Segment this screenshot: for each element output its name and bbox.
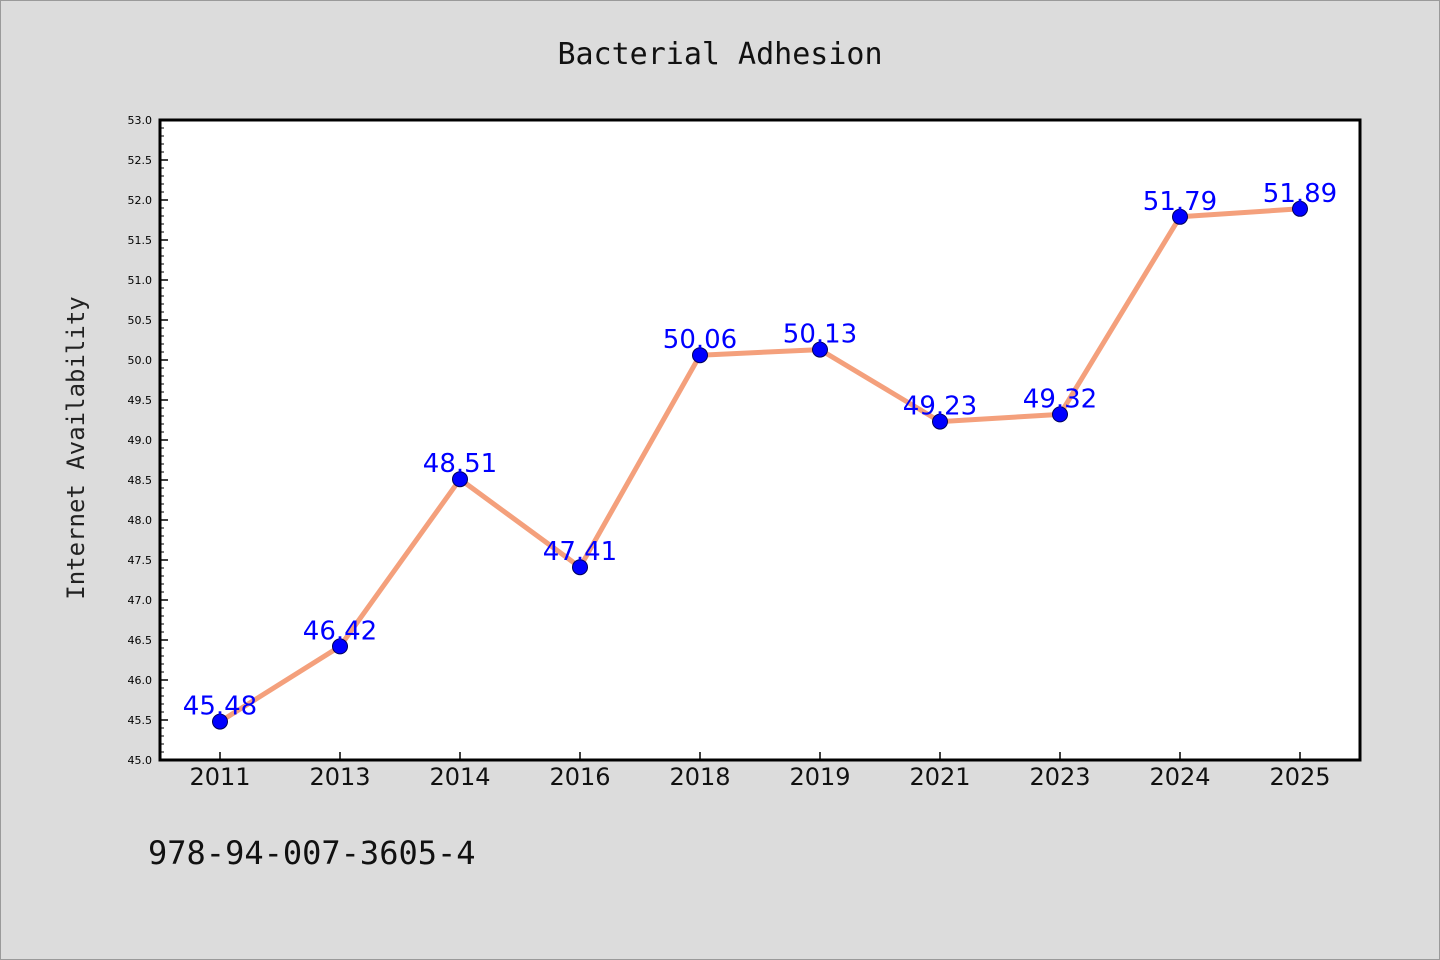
data-point bbox=[452, 471, 468, 488]
y-tick-label: 50.0 bbox=[128, 354, 153, 367]
y-tick-label: 45.0 bbox=[128, 754, 153, 767]
data-label: 51.89 bbox=[1263, 179, 1337, 209]
x-tick-label: 2019 bbox=[789, 763, 850, 791]
data-label: 50.06 bbox=[663, 325, 737, 355]
x-tick-label: 2025 bbox=[1269, 763, 1330, 791]
y-tick-label: 50.5 bbox=[128, 314, 153, 327]
x-tick-label: 2024 bbox=[1149, 763, 1210, 791]
data-point bbox=[572, 559, 588, 576]
data-label: 48.51 bbox=[423, 449, 497, 479]
footer-isbn: 978-94-007-3605-4 bbox=[148, 834, 476, 872]
x-tick-label: 2016 bbox=[549, 763, 610, 791]
data-label: 49.23 bbox=[903, 392, 977, 422]
y-tick-label: 49.5 bbox=[128, 394, 153, 407]
data-point bbox=[212, 713, 228, 730]
data-label: 50.13 bbox=[783, 320, 857, 350]
data-point bbox=[1172, 208, 1188, 225]
y-axis-label: Internet Availability bbox=[62, 296, 90, 599]
data-label: 46.42 bbox=[303, 616, 377, 646]
x-tick-label: 2011 bbox=[189, 763, 250, 791]
x-tick-label: 2023 bbox=[1029, 763, 1090, 791]
chart-title: Bacterial Adhesion bbox=[557, 37, 882, 72]
data-label: 45.48 bbox=[183, 692, 257, 722]
plot-area bbox=[160, 120, 1360, 760]
y-tick-label: 52.5 bbox=[128, 154, 153, 167]
y-tick-label: 47.0 bbox=[128, 594, 153, 607]
y-tick-label: 49.0 bbox=[128, 434, 153, 447]
data-label: 51.79 bbox=[1143, 187, 1217, 217]
data-point bbox=[1292, 200, 1308, 217]
x-tick-label: 2014 bbox=[429, 763, 490, 791]
y-tick-label: 46.5 bbox=[128, 634, 153, 647]
data-labels: 45.48 46.42 48.51 47.41 50.06 50.13 49.23 49.32… bbox=[183, 179, 1337, 722]
data-label: 47.41 bbox=[543, 537, 617, 567]
y-axis-ticks: 45.0 45.5 46.0 46.5 47.0 47.5 48.0 48.5 49.0 49.5… bbox=[128, 114, 168, 767]
plot-border bbox=[158, 118, 1362, 762]
y-tick-label: 48.0 bbox=[128, 514, 153, 527]
y-tick-label: 51.0 bbox=[128, 274, 153, 287]
x-tick-label: 2018 bbox=[669, 763, 730, 791]
y-tick-label: 53.0 bbox=[128, 114, 153, 127]
data-point bbox=[932, 413, 948, 430]
series-line-group bbox=[212, 200, 1308, 730]
data-point bbox=[692, 347, 708, 364]
y-tick-label: 45.5 bbox=[128, 714, 153, 727]
y-tick-label: 48.5 bbox=[128, 474, 153, 487]
data-point bbox=[1052, 406, 1068, 423]
y-tick-label: 51.5 bbox=[128, 234, 153, 247]
x-tick-label: 2013 bbox=[309, 763, 370, 791]
data-point bbox=[332, 638, 348, 655]
y-tick-label: 52.0 bbox=[128, 194, 153, 207]
series-line bbox=[217, 206, 1303, 725]
data-point bbox=[812, 341, 828, 358]
y-tick-label: 47.5 bbox=[128, 554, 153, 567]
data-label: 49.32 bbox=[1023, 384, 1097, 414]
y-tick-label: 46.0 bbox=[128, 674, 153, 687]
x-tick-label: 2021 bbox=[909, 763, 970, 791]
